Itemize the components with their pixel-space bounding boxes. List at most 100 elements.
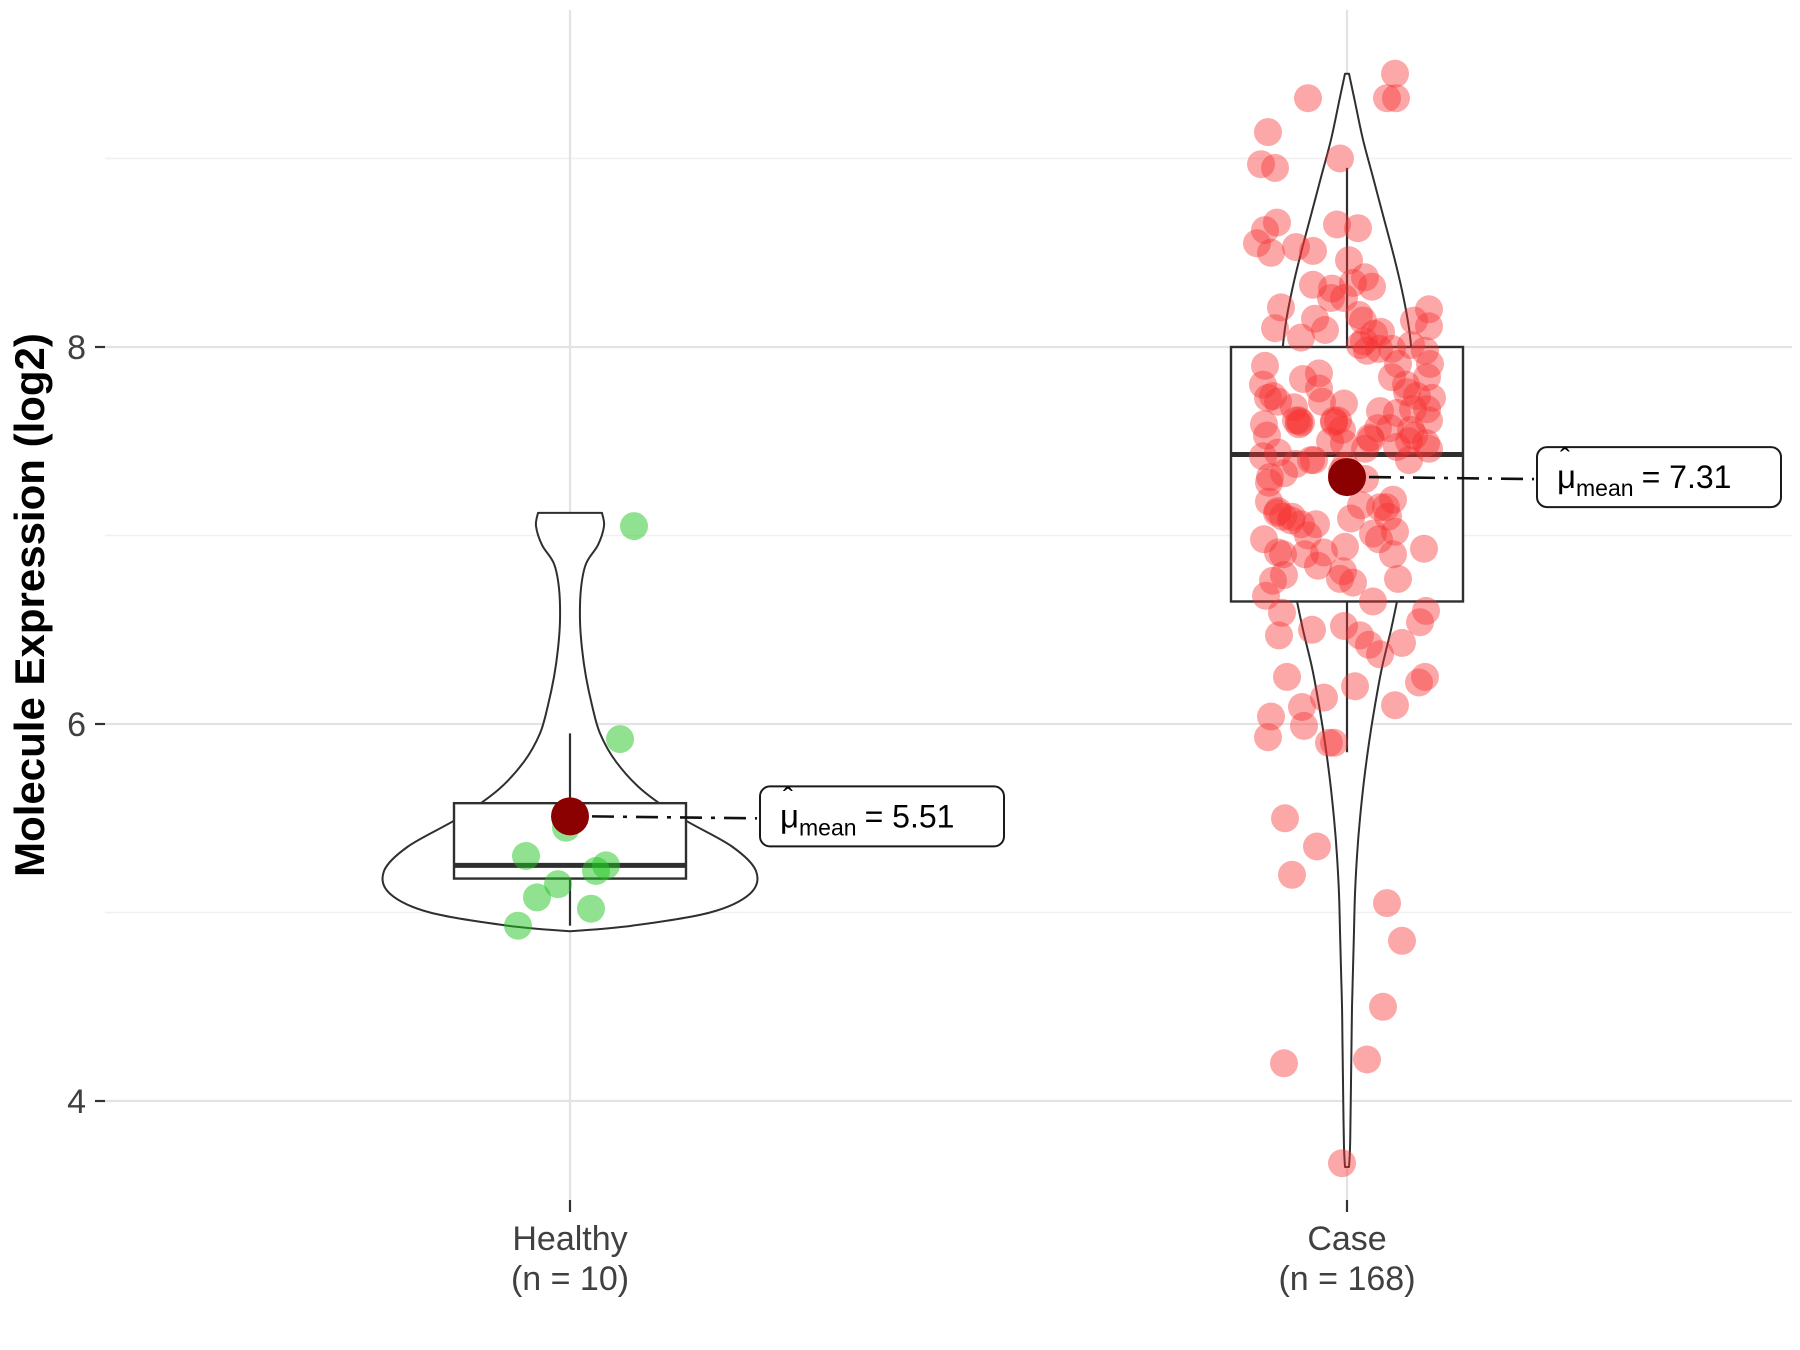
jitter-point-case: [1330, 284, 1358, 312]
jitter-point-case: [1351, 263, 1379, 292]
jitter-point-case: [1357, 425, 1385, 454]
jitter-point-case: [1355, 630, 1383, 659]
jitter-point-case: [1254, 118, 1282, 147]
jitter-point-case: [1351, 434, 1379, 463]
jitter-point-case: [1255, 468, 1283, 497]
jitter-point-case: [1381, 517, 1409, 546]
jitter-point-healthy: [582, 857, 610, 885]
jitter-point-case: [1298, 615, 1326, 644]
annotation-box-healthy: [759, 785, 1005, 848]
jitter-point-case: [1359, 587, 1387, 616]
jitter-point-case: [1384, 350, 1412, 378]
jitter-point-case: [1388, 926, 1416, 955]
jitter-point-case: [1367, 317, 1395, 346]
jitter-point-case: [1294, 521, 1322, 550]
jitter-point-case: [1302, 510, 1330, 539]
annotation-hat-case: ˆ: [1560, 443, 1570, 476]
jitter-point-case: [1289, 365, 1317, 393]
jitter-point-case: [1329, 557, 1357, 586]
jitter-point-case: [1317, 284, 1345, 312]
jitter-point-case: [1310, 683, 1338, 712]
jitter-point-case: [1310, 538, 1338, 567]
jitter-point-healthy: [544, 870, 572, 899]
x-tick-sublabel-healthy: (n = 10): [511, 1260, 629, 1298]
jitter-point-case: [1379, 485, 1407, 514]
jitter-point-case: [1280, 393, 1308, 422]
jitter-point-case: [1405, 668, 1433, 697]
jitter-point-case: [1320, 408, 1348, 437]
jitter-point-case: [1350, 327, 1378, 356]
jitter-point-case: [1320, 406, 1348, 435]
jitter-point-case: [1263, 498, 1291, 527]
jitter-point-case: [1347, 491, 1375, 520]
jitter-point-case: [1335, 246, 1363, 275]
jitter-point-case: [1282, 406, 1310, 435]
jitter-point-case: [1392, 370, 1420, 399]
jitter-point-case: [1345, 301, 1373, 329]
jitter-point-case: [1287, 510, 1315, 539]
jitter-point-case: [1318, 274, 1346, 303]
y-tick-label: 6: [67, 706, 86, 744]
group-case: [1229, 59, 1465, 1178]
annotation-connector-case: [1368, 475, 1535, 481]
x-tick-label-case: Case: [1307, 1220, 1386, 1258]
jitter-point-case: [1270, 1049, 1298, 1078]
jitter-point-case: [1415, 406, 1443, 435]
jitter-point-case: [1305, 374, 1333, 403]
jitter-point-case: [1366, 640, 1394, 669]
jitter-point-case: [1267, 293, 1295, 322]
jitter-point-case: [1270, 561, 1298, 590]
jitter-point-case: [1271, 804, 1299, 833]
group-healthy: [381, 511, 759, 940]
jitter-point-case: [1285, 406, 1313, 435]
jitter-point-case: [1413, 363, 1441, 392]
y-axis-title: Molecule Expression (log2): [6, 333, 53, 877]
jitter-point-case: [1300, 446, 1328, 475]
jitter-point-case: [1261, 314, 1289, 343]
jitter-point-case: [1337, 504, 1365, 533]
jitter-point-case: [1356, 423, 1384, 452]
jitter-point-case: [1399, 395, 1427, 424]
jitter-point-case: [1259, 382, 1287, 410]
jitter-point-case: [1400, 421, 1428, 450]
jitter-point-case: [1251, 351, 1279, 380]
jitter-point-case: [1278, 860, 1306, 889]
jitter-point-case: [1331, 532, 1359, 561]
jitter-point-case: [1373, 889, 1401, 918]
annotation-text-healthy: μmean = 5.51: [780, 797, 954, 840]
jitter-point-case: [1282, 233, 1310, 262]
y-tick-label: 8: [67, 329, 86, 367]
annotation-connector-healthy: [591, 815, 758, 820]
jitter-point-case: [1257, 238, 1285, 267]
jitter-point-case: [1301, 304, 1329, 333]
jitter-point-case: [1264, 538, 1292, 567]
jitter-point-case: [1406, 608, 1434, 637]
jitter-point-case: [1376, 414, 1404, 443]
jitter-point-case: [1264, 387, 1292, 416]
jitter-point-case: [1415, 434, 1443, 463]
jitter-point-case: [1269, 540, 1297, 569]
jitter-point-case: [1360, 319, 1388, 348]
jitter-point-case: [1250, 410, 1278, 439]
jitter-point-case: [1253, 421, 1281, 450]
jitter-point-case: [1364, 414, 1392, 443]
jitter-point-case: [1359, 519, 1387, 548]
jitter-point-case: [1252, 581, 1280, 610]
jitter-point-case: [1373, 84, 1401, 113]
jitter-point-case: [1251, 216, 1279, 245]
jitter-point-case: [1378, 334, 1406, 363]
jitter-point-healthy: [523, 883, 551, 912]
jitter-point-case: [1308, 387, 1336, 416]
jitter-point-case: [1388, 628, 1416, 657]
jitter-point-case: [1393, 378, 1421, 407]
mean-annotation-healthy: μmean = 5.51ˆ: [591, 782, 1005, 848]
jitter-point-healthy: [620, 512, 648, 541]
jitter-point-case: [1324, 406, 1352, 435]
jitter-point-case: [1379, 540, 1407, 569]
jitter-point-case: [1269, 502, 1297, 531]
jitter-point-case: [1278, 502, 1306, 531]
jitter-point-case: [1255, 487, 1283, 516]
jitter-point-case: [1382, 84, 1410, 113]
jitter-point-case: [1339, 568, 1367, 597]
